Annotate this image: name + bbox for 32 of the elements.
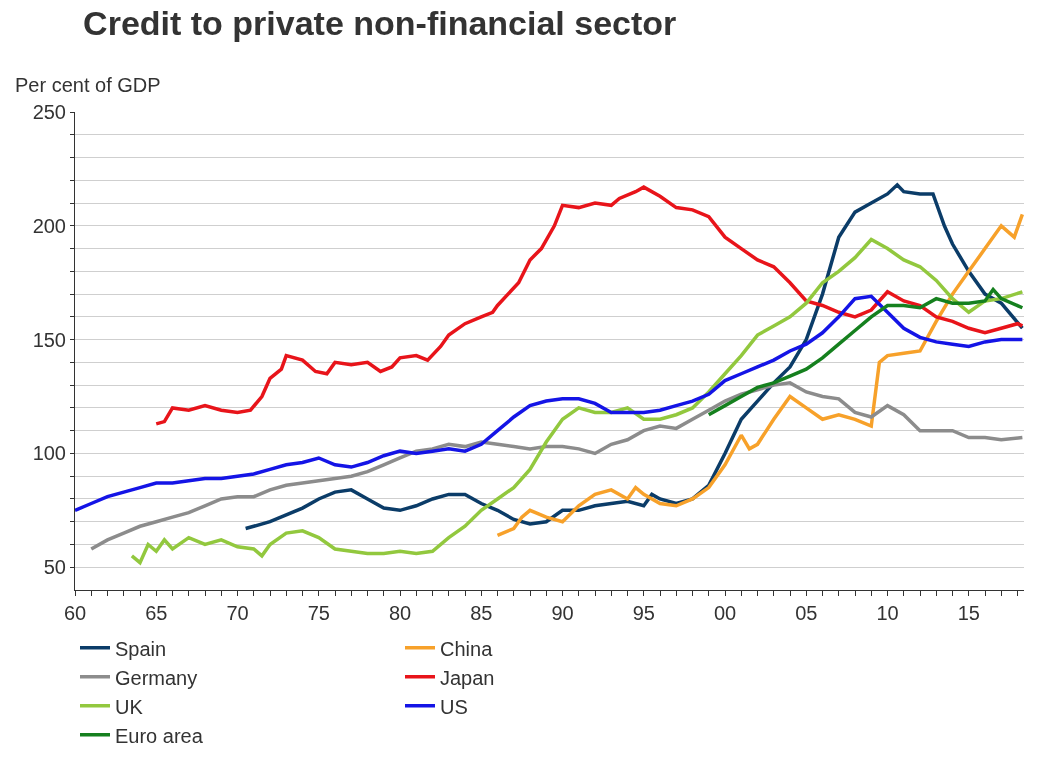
chart-subtitle: Per cent of GDP	[15, 74, 161, 96]
x-tick-label: 85	[470, 602, 493, 624]
y-tick-label: 50	[43, 556, 66, 579]
legend-label: US	[440, 695, 468, 718]
x-tick-label: 90	[551, 602, 574, 624]
line-series	[495, 212, 1024, 538]
x-tick-label: 15	[957, 602, 980, 624]
x-tick-label: 10	[876, 602, 899, 624]
x-tick-label: 95	[632, 602, 655, 624]
legend-label: UK	[115, 695, 144, 718]
legend-label: China	[440, 637, 494, 660]
chart-title: Credit to private non-financial sector	[83, 4, 677, 43]
x-tick-label: 75	[307, 602, 330, 624]
legend-label: Japan	[440, 666, 495, 689]
x-tick-label: 70	[226, 602, 249, 624]
line-series	[130, 237, 1024, 565]
y-tick-label: 100	[32, 442, 66, 465]
y-tick-label: 150	[32, 328, 66, 351]
legend-label: Euro area	[115, 724, 204, 747]
x-tick-label: 60	[63, 602, 87, 624]
line-series	[154, 185, 1024, 426]
line-series	[75, 294, 1024, 513]
x-tick-label: 65	[145, 602, 168, 624]
line-series	[707, 287, 1024, 417]
y-tick-label: 200	[32, 214, 66, 237]
y-tick-label: 250	[32, 101, 66, 123]
x-tick-label: 00	[713, 602, 737, 624]
x-tick-label: 80	[388, 602, 412, 624]
line-series	[89, 381, 1024, 551]
legend-label: Spain	[115, 637, 167, 660]
legend-label: Germany	[115, 666, 198, 689]
x-tick-label: 05	[795, 602, 818, 624]
